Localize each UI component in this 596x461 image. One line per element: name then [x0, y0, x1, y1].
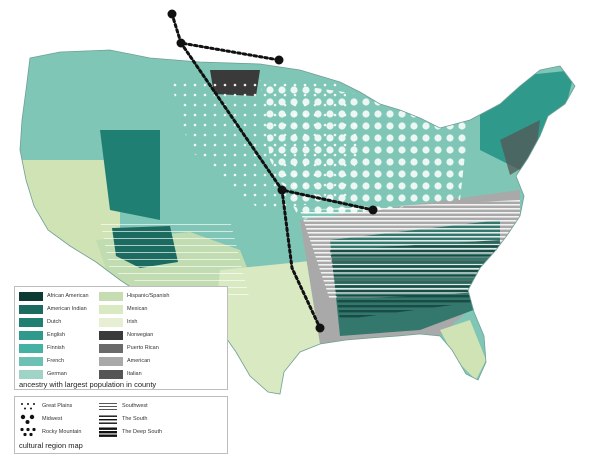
legend-item: Hispanic/Spanish — [99, 291, 170, 301]
cultural-region-legend-title: cultural region map — [19, 441, 83, 450]
legend-swatch — [19, 304, 43, 314]
legend-item: Midwest — [19, 413, 62, 425]
legend-item: Great Plains — [19, 400, 72, 412]
rocky-mountain-symbol — [20, 427, 36, 437]
legend-label: Mexican — [127, 306, 148, 312]
legend-swatch — [19, 356, 43, 366]
route-stop-marker — [274, 55, 284, 65]
legend-label: Puerto Rican — [127, 345, 159, 351]
legend-label: Hispanic/Spanish — [127, 293, 170, 299]
the-south-symbol — [99, 415, 117, 424]
route-stop-marker — [315, 323, 325, 333]
legend-item: Irish — [99, 317, 137, 327]
great-plains-symbol — [21, 403, 35, 410]
legend-item: English — [19, 330, 65, 340]
route-stop-marker — [167, 9, 177, 19]
legend-item: The South — [99, 413, 147, 425]
cultural-region-legend: Great Plains Southwest Midwest The South… — [14, 396, 228, 454]
legend-label: American Indian — [47, 306, 87, 312]
legend-item: German — [19, 369, 67, 379]
legend-label: Finnish — [47, 345, 65, 351]
legend-label: Rocky Mountain — [42, 429, 82, 435]
legend-label: Irish — [127, 319, 138, 325]
legend-item: Italian — [99, 369, 142, 379]
legend-label: The South — [122, 416, 148, 422]
legend-item: Southwest — [99, 400, 148, 412]
legend-item: French — [19, 356, 64, 366]
legend-item: Finnish — [19, 343, 65, 353]
legend-label: African American — [47, 293, 89, 299]
legend-label: American — [127, 358, 151, 364]
route-stops — [167, 9, 378, 333]
legend-swatch — [99, 317, 123, 327]
legend-item: American — [99, 356, 150, 366]
legend-swatch — [99, 356, 123, 366]
legend-label: Dutch — [47, 319, 62, 325]
legend-swatch — [99, 343, 123, 353]
legend-label: Southwest — [122, 403, 148, 409]
legend-item: Norwegian — [99, 330, 153, 340]
route-stop-marker — [368, 205, 378, 215]
legend-item: Puerto Rican — [99, 343, 159, 353]
legend-swatch — [19, 317, 43, 327]
legend-swatch — [99, 291, 123, 301]
route-stop-marker — [176, 38, 186, 48]
legend-swatch — [19, 343, 43, 353]
legend-swatch — [99, 330, 123, 340]
ancestry-legend-title: ancestry with largest population in coun… — [19, 380, 157, 389]
legend-label: Midwest — [42, 416, 63, 422]
route-stop-marker — [277, 185, 287, 195]
legend-label: The Deep South — [122, 429, 163, 435]
legend-label: Italian — [127, 371, 142, 377]
legend-label: German — [47, 371, 67, 377]
legend-swatch — [99, 304, 123, 314]
legend-swatch — [99, 369, 123, 379]
legend-label: English — [47, 332, 66, 338]
legend-swatch — [19, 330, 43, 340]
legend-label: Norwegian — [127, 332, 154, 338]
legend-swatch — [19, 369, 43, 379]
legend-item: Dutch — [19, 317, 61, 327]
legend-item: Mexican — [99, 304, 147, 314]
midwest-symbol — [20, 414, 35, 424]
legend-label: French — [47, 358, 65, 364]
ancestry-legend: African American Hispanic/Spanish Americ… — [14, 286, 228, 390]
legend-label: Great Plains — [42, 403, 73, 409]
legend-swatch — [19, 291, 43, 301]
legend-item: The Deep South — [99, 426, 162, 438]
legend-item: Rocky Mountain — [19, 426, 81, 438]
legend-item: American Indian — [19, 304, 87, 314]
the-deep-south-symbol — [99, 427, 117, 437]
legend-item: African American — [19, 291, 89, 301]
southwest-symbol — [99, 403, 117, 410]
